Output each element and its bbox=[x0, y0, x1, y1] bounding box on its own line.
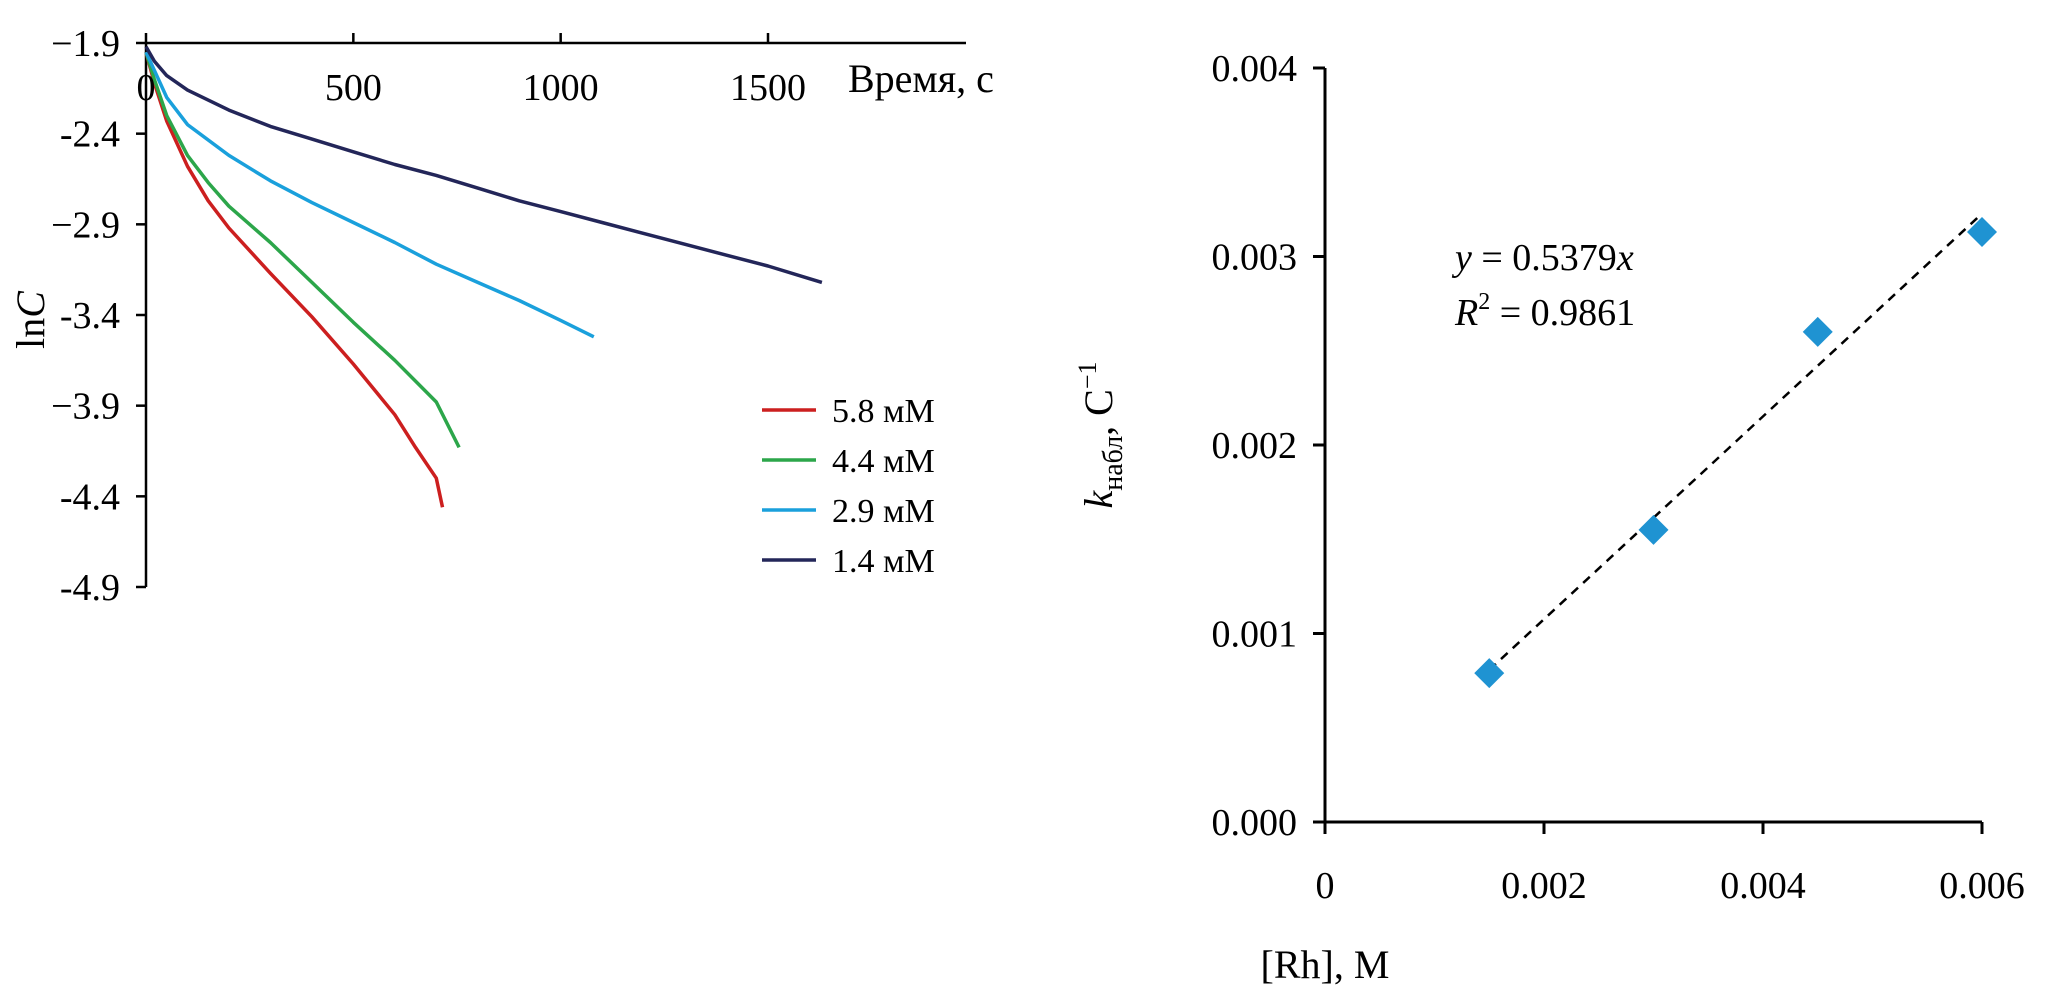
right-y-axis-title-unit: , C bbox=[1076, 389, 1121, 436]
left-series-line bbox=[144, 51, 445, 508]
right-x-tick-label: 0.006 bbox=[1939, 865, 2025, 907]
right-y-tick-label: 0.001 bbox=[1212, 614, 1298, 656]
left-y-tick-label: −2.9 bbox=[51, 204, 120, 246]
left-x-axis-title: Время, с bbox=[848, 56, 994, 101]
left-y-tick-label: -2.4 bbox=[60, 114, 120, 156]
right-y-tick-label: 0.003 bbox=[1212, 237, 1298, 279]
right-x-tick-label: 0 bbox=[1316, 865, 1335, 907]
eq-y-var: y bbox=[1451, 237, 1472, 279]
left-axes bbox=[136, 33, 966, 589]
right-chart: 0.000 0.001 0.002 0.003 0.004 0 0.002 0.004 0.00… bbox=[1073, 48, 2025, 987]
right-y-tick-label: 0.000 bbox=[1212, 802, 1298, 844]
left-legend-label: 1.4 мМ bbox=[832, 543, 935, 580]
left-y-axis-title: lnC bbox=[8, 290, 53, 349]
right-equation-line-1: y = 0.5379x bbox=[1451, 237, 1634, 279]
right-y-axis-title-sub: набл bbox=[1098, 436, 1129, 491]
right-data-point bbox=[1802, 316, 1833, 347]
left-legend-label: 2.9 мМ bbox=[832, 493, 935, 530]
left-x-tick-label: 0 bbox=[137, 67, 156, 109]
right-equation-line-2: R2 = 0.9861 bbox=[1454, 289, 1635, 334]
left-x-tick-label: 1000 bbox=[523, 67, 599, 109]
eq-y-x: x bbox=[1616, 237, 1634, 279]
left-y-tick-label: -4.9 bbox=[60, 567, 120, 609]
left-chart: 0 500 1000 1500 −1.9 -2.4 −2.9 -3.4 −3.9 -4.4 -4.9… bbox=[8, 23, 994, 609]
right-x-tick-label: 0.002 bbox=[1501, 865, 1587, 907]
right-data-point bbox=[1638, 514, 1669, 545]
eq-r-rest: = 0.9861 bbox=[1490, 292, 1635, 334]
left-y-tick-label: −3.9 bbox=[51, 386, 120, 428]
left-tick-labels: 0 500 1000 1500 −1.9 -2.4 −2.9 -3.4 −3.9 -4.4 -4.9 bbox=[51, 23, 806, 609]
right-y-tick-label: 0.004 bbox=[1212, 48, 1298, 90]
left-y-tick-label: -3.4 bbox=[60, 295, 120, 337]
right-y-axis-title-var: k bbox=[1076, 490, 1121, 509]
left-y-tick-label: -4.4 bbox=[60, 476, 120, 518]
left-y-axis-title-main: ln bbox=[8, 318, 53, 349]
left-y-tick-label: −1.9 bbox=[51, 23, 120, 65]
left-x-tick-label: 500 bbox=[325, 67, 382, 109]
right-points-group bbox=[1474, 216, 1997, 689]
right-tick-labels: 0.000 0.001 0.002 0.003 0.004 0 0.002 0.004 0.00… bbox=[1212, 48, 2025, 907]
right-trendline bbox=[1488, 212, 1983, 671]
left-y-axis-title-var: C bbox=[8, 290, 53, 318]
right-y-axis-title-sup: −1 bbox=[1073, 361, 1102, 389]
left-series-line bbox=[144, 51, 461, 449]
left-x-tick-label: 1500 bbox=[730, 67, 806, 109]
right-x-axis-title: [Rh], M bbox=[1261, 942, 1390, 987]
right-y-axis-title: kнабл, C−1 bbox=[1073, 361, 1129, 508]
right-axes bbox=[1313, 66, 1984, 834]
right-data-point bbox=[1474, 658, 1505, 689]
eq-r-sup: 2 bbox=[1478, 289, 1490, 315]
left-series-group bbox=[144, 45, 823, 508]
left-legend: 5.8 мМ 4.4 мМ 2.9 мМ 1.4 мМ bbox=[762, 393, 935, 580]
eq-r-var: R bbox=[1454, 292, 1478, 334]
left-series-line bbox=[144, 45, 823, 285]
left-legend-label: 4.4 мМ bbox=[832, 443, 935, 480]
left-legend-label: 5.8 мМ bbox=[832, 393, 935, 430]
right-data-point bbox=[1967, 216, 1997, 247]
right-y-tick-label: 0.002 bbox=[1212, 425, 1298, 467]
eq-y-rest: = 0.5379 bbox=[1472, 237, 1617, 279]
right-x-tick-label: 0.004 bbox=[1720, 865, 1806, 907]
left-series-line bbox=[144, 51, 595, 339]
